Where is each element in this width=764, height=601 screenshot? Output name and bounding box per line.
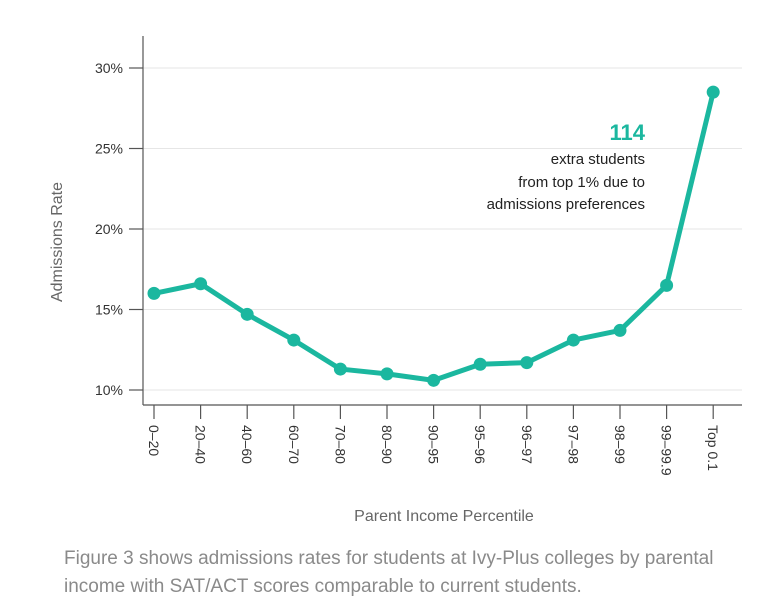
data-point-40–60 (240, 307, 254, 321)
x-tick-label: Top 0.1 (705, 425, 721, 471)
data-point-60–70 (287, 333, 301, 347)
y-tick-label: 30% (95, 60, 123, 76)
data-point-80–90 (380, 367, 394, 381)
x-tick-label: 0–20 (146, 425, 162, 456)
x-tick-label: 80–90 (379, 425, 395, 464)
y-tick-label: 15% (95, 302, 123, 318)
x-tick-label: 20–40 (193, 425, 209, 464)
data-point-98–99 (613, 323, 627, 337)
axes (142, 36, 742, 406)
data-point-95–96 (473, 357, 487, 371)
data-point-20–40 (194, 277, 208, 291)
annotation-line-3: admissions preferences (487, 196, 645, 213)
x-tick-label: 95–96 (472, 425, 488, 464)
y-tick-label: 20% (95, 221, 123, 237)
data-point-97–98 (566, 333, 580, 347)
data-point-90–95 (427, 373, 441, 387)
y-tick-label: 25% (95, 141, 123, 157)
data-point-96–97 (520, 356, 534, 370)
x-tick-label: 40–60 (239, 425, 255, 464)
annotation: 114 extra students from top 1% due to ad… (487, 120, 646, 213)
chart: 10% 15% 20% 25% 30% 0–20 20–40 40–60 60–70 70–80… (49, 36, 742, 525)
gridlines (143, 67, 742, 391)
figure-caption: Figure 3 shows admissions rates for stud… (64, 548, 714, 597)
annotation-number: 114 (610, 120, 646, 145)
data-points (147, 85, 720, 387)
x-tick-label: 96–97 (519, 425, 535, 464)
x-tick-label: 97–98 (565, 425, 581, 464)
y-axis-title: Admissions Rate (49, 182, 66, 302)
x-ticks: 0–20 20–40 40–60 60–70 70–80 80–90 90–95 95–96 9… (146, 405, 721, 476)
data-point-0–20 (147, 286, 161, 300)
y-tick-label: 10% (95, 382, 123, 398)
annotation-line-1: extra students (551, 151, 645, 168)
x-tick-label: 90–95 (426, 425, 442, 464)
data-point-70–80 (333, 362, 347, 376)
y-ticks: 10% 15% 20% 25% 30% (95, 60, 143, 398)
x-tick-label: 70–80 (332, 425, 348, 464)
x-axis-title: Parent Income Percentile (354, 508, 534, 525)
x-tick-label: 60–70 (286, 425, 302, 464)
annotation-line-2: from top 1% due to (518, 174, 645, 191)
data-point-Top 0.1 (706, 85, 720, 99)
x-tick-label: 98–99 (612, 425, 628, 464)
data-point-99–99.9 (660, 278, 674, 292)
x-tick-label: 99–99.9 (659, 425, 675, 476)
